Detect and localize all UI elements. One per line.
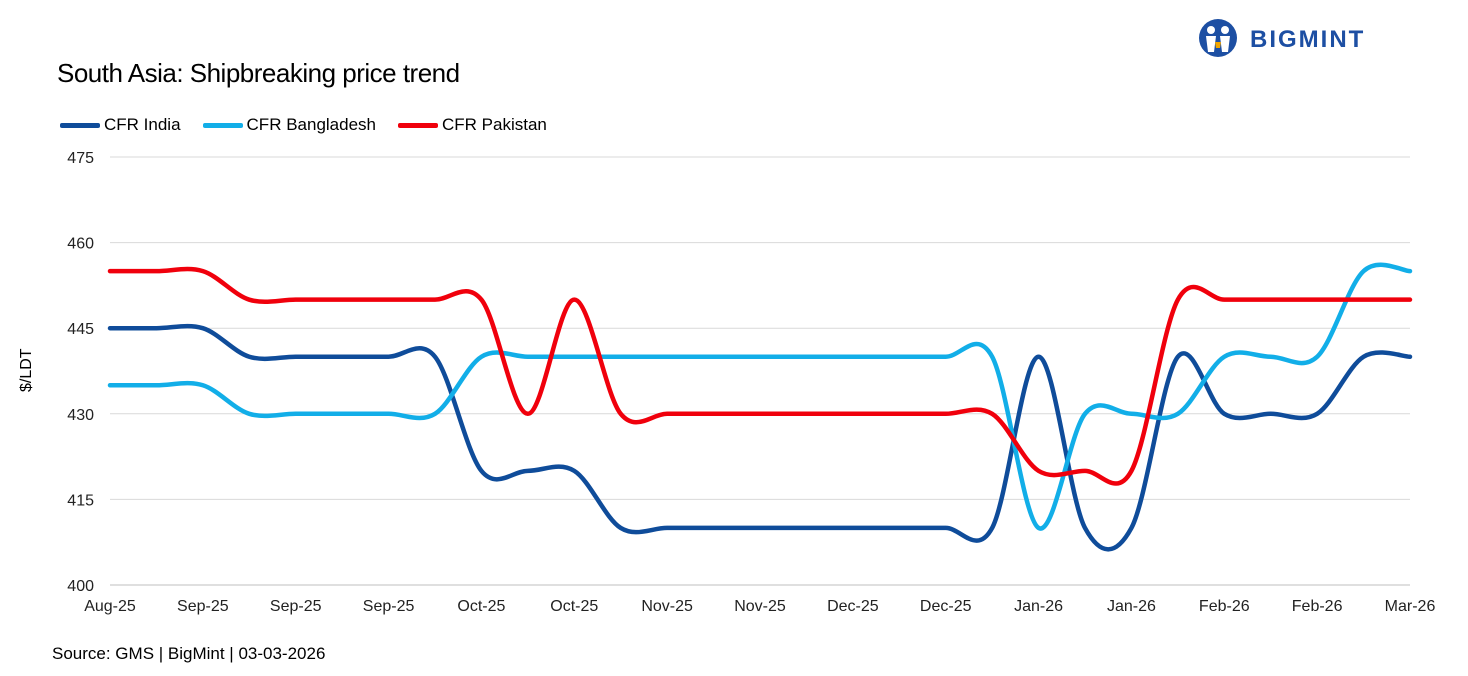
series-line-cfr-bangladesh [107, 262, 1413, 531]
x-tick-label: Sep-25 [177, 598, 229, 615]
legend-swatch [202, 122, 243, 128]
x-tick-label: Sep-25 [363, 598, 415, 615]
x-tick-label: Feb-26 [1199, 598, 1250, 615]
y-tick-label: 475 [67, 150, 94, 167]
x-tick-label: Mar-26 [1385, 598, 1436, 615]
y-tick-label: 445 [67, 321, 94, 338]
legend: CFR India CFR Bangladesh CFR Pakistan [60, 115, 569, 135]
x-tick-label: Sep-25 [270, 598, 322, 615]
series-line-cfr-india [107, 323, 1413, 552]
legend-item: CFR Bangladesh [202, 115, 376, 135]
legend-label: CFR Pakistan [442, 115, 547, 134]
x-tick-label: Dec-25 [920, 598, 972, 615]
y-tick-label: 400 [67, 578, 94, 595]
x-tick-label: Jan-26 [1014, 598, 1063, 615]
legend-item: CFR Pakistan [398, 115, 547, 135]
legend-label: CFR Bangladesh [246, 115, 376, 134]
legend-label: CFR India [104, 115, 181, 134]
brand-name: BIGMINT [1250, 26, 1366, 53]
source-note: Source: GMS | BigMint | 03-03-2026 [52, 644, 326, 663]
x-tick-label: Oct-25 [457, 598, 505, 615]
legend-item: CFR India [60, 115, 181, 135]
series-line-cfr-pakistan [107, 266, 1413, 486]
bigmint-logo: BIGMINT [1198, 18, 1418, 58]
legend-swatch [398, 122, 438, 128]
x-tick-label: Feb-26 [1292, 598, 1343, 615]
chart-title: South Asia: Shipbreaking price trend [57, 58, 460, 88]
x-tick-label: Dec-25 [827, 598, 879, 615]
bigmint-logo-icon [1199, 19, 1237, 57]
y-tick-label: 460 [67, 236, 94, 253]
x-tick-label: Oct-25 [550, 598, 598, 615]
x-tick-label: Nov-25 [734, 598, 786, 615]
x-tick-label: Aug-25 [84, 598, 136, 615]
y-tick-label: 430 [67, 407, 94, 424]
y-tick-label: 415 [67, 492, 94, 509]
x-tick-label: Jan-26 [1107, 598, 1156, 615]
legend-swatch [60, 122, 100, 128]
x-tick-label: Nov-25 [641, 598, 693, 615]
